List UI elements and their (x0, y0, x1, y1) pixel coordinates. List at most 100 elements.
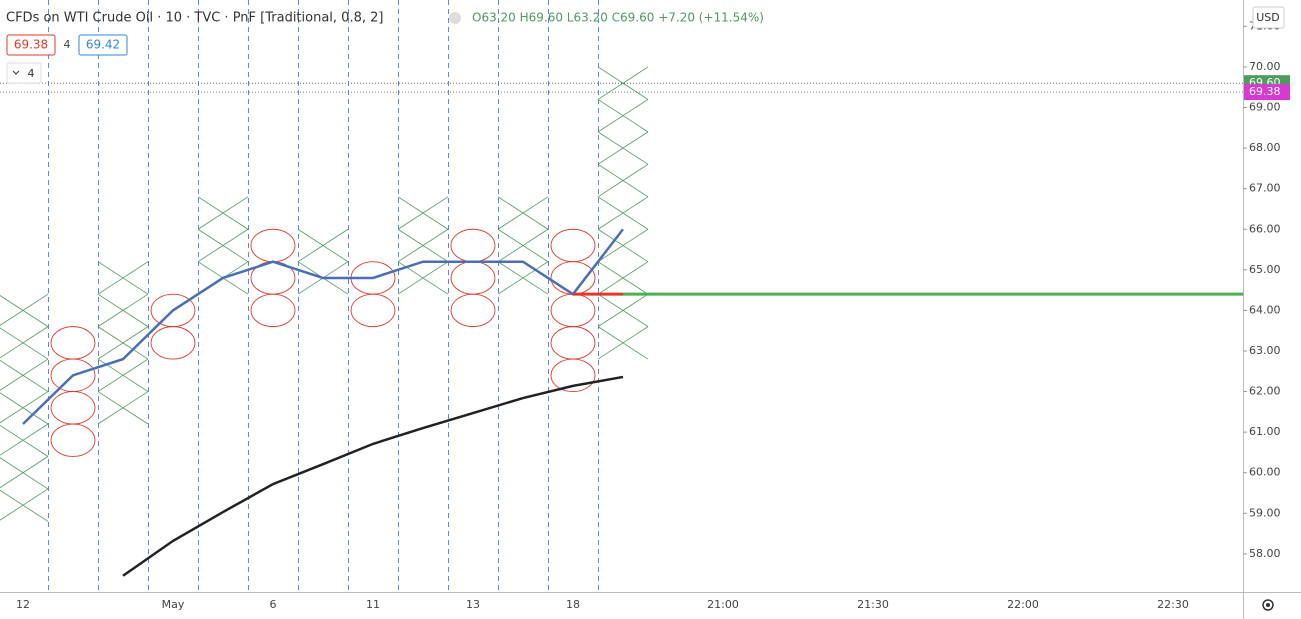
chart-title: CFDs on WTI Crude Oil · 10 · TVC · PnF [… (6, 11, 383, 26)
o-box (50, 423, 96, 457)
x-box (597, 99, 649, 133)
x-tick-label: 12 (16, 598, 30, 611)
x-box (497, 228, 549, 263)
o-column (150, 293, 196, 360)
x-tick-label: May (162, 598, 185, 611)
x-box (497, 261, 549, 295)
price-axis-bg (1244, 0, 1301, 619)
price-label-bg (1244, 84, 1290, 101)
x-box (597, 66, 649, 100)
x-box (0, 293, 49, 327)
x-tick-label: 21:30 (857, 598, 889, 611)
o-box (550, 326, 596, 360)
ohlc: O63.20 H69.60 L63.20 C69.60 +7.20 (+11.5… (472, 11, 764, 25)
o-box (550, 261, 596, 295)
spread: 4 (64, 38, 71, 51)
x-column (497, 196, 549, 295)
o-box (250, 228, 296, 263)
indicators-count: 4 (28, 67, 35, 80)
o-box (450, 228, 496, 263)
x-column (597, 66, 649, 360)
x-box (597, 131, 649, 165)
x-tick-label: 22:30 (1157, 598, 1189, 611)
ask: 69.42 (86, 38, 120, 52)
x-box (397, 228, 449, 263)
x-box (197, 228, 249, 263)
x-box (0, 423, 49, 457)
time-axis-bg (0, 593, 1244, 619)
bid: 69.38 (14, 38, 48, 52)
o-column (550, 228, 596, 393)
x-column (197, 196, 249, 295)
o-column (350, 261, 396, 328)
x-column (397, 196, 449, 295)
y-tick-label: 62.00 (1249, 385, 1281, 398)
o-box (250, 293, 296, 328)
x-box (0, 488, 49, 522)
indicator-line (22, 228, 624, 425)
x-box (0, 358, 49, 392)
x-tick-label: 6 (270, 598, 277, 611)
o-box (350, 293, 396, 328)
y-tick-label: 61.00 (1249, 425, 1281, 438)
y-tick-label: 59.00 (1249, 506, 1281, 519)
o-column (50, 326, 96, 457)
y-tick-label: 68.00 (1249, 141, 1281, 154)
x-tick-label: 11 (366, 598, 380, 611)
y-tick-label: 58.00 (1249, 547, 1281, 560)
o-box (450, 293, 496, 328)
x-box (597, 228, 649, 263)
currency-button[interactable] (1252, 6, 1285, 29)
y-tick-label: 65.00 (1249, 263, 1281, 276)
x-box (597, 196, 649, 230)
settings-icon[interactable] (1262, 599, 1274, 611)
y-tick-label: 70.00 (1249, 60, 1281, 73)
chevron-icon (12, 70, 20, 75)
y-tick-label: 69.00 (1249, 101, 1281, 114)
x-box (497, 196, 549, 230)
x-box (97, 391, 149, 425)
o-box (150, 326, 196, 360)
axes: 58.00 59.00 60.00 61.00 62.00 63.00 64.00 65.00… (16, 19, 1290, 611)
x-box (597, 261, 649, 295)
x-box (0, 326, 49, 360)
x-box (97, 261, 149, 295)
y-tick-label: 66.00 (1249, 222, 1281, 235)
x-box (97, 326, 149, 360)
o-box (50, 391, 96, 425)
o-column (250, 228, 296, 328)
y-tick-label: 60.00 (1249, 466, 1281, 479)
x-box (597, 293, 649, 327)
o-box (550, 293, 596, 328)
indicator-line (122, 375, 624, 577)
x-column (97, 261, 149, 425)
x-tick-label: 22:00 (1007, 598, 1039, 611)
o-box (550, 358, 596, 393)
status-dot (449, 12, 461, 24)
price-label: 69.38 (1249, 85, 1281, 98)
indicators-toggle[interactable] (6, 62, 42, 84)
o-box (550, 228, 596, 263)
x-tick-label: 13 (466, 598, 480, 611)
x-box (197, 196, 249, 230)
x-box (0, 391, 49, 425)
currency: USD (1256, 11, 1280, 24)
x-column (297, 228, 349, 295)
y-tick-label: 67.00 (1249, 182, 1281, 195)
plot-area (0, 0, 1243, 592)
x-tick-label: 18 (566, 598, 580, 611)
x-box (397, 196, 449, 230)
y-tick-label: 64.00 (1249, 303, 1281, 316)
x-box (0, 456, 49, 490)
x-box (597, 163, 649, 198)
y-tick-label: 63.00 (1249, 344, 1281, 357)
o-column (450, 228, 496, 328)
x-box (97, 293, 149, 327)
o-box (450, 261, 496, 295)
x-box (597, 326, 649, 360)
ask-box[interactable] (78, 34, 128, 56)
x-box (297, 228, 349, 263)
bid-box[interactable] (6, 34, 56, 56)
x-tick-label: 21:00 (707, 598, 739, 611)
x-column (0, 293, 49, 522)
